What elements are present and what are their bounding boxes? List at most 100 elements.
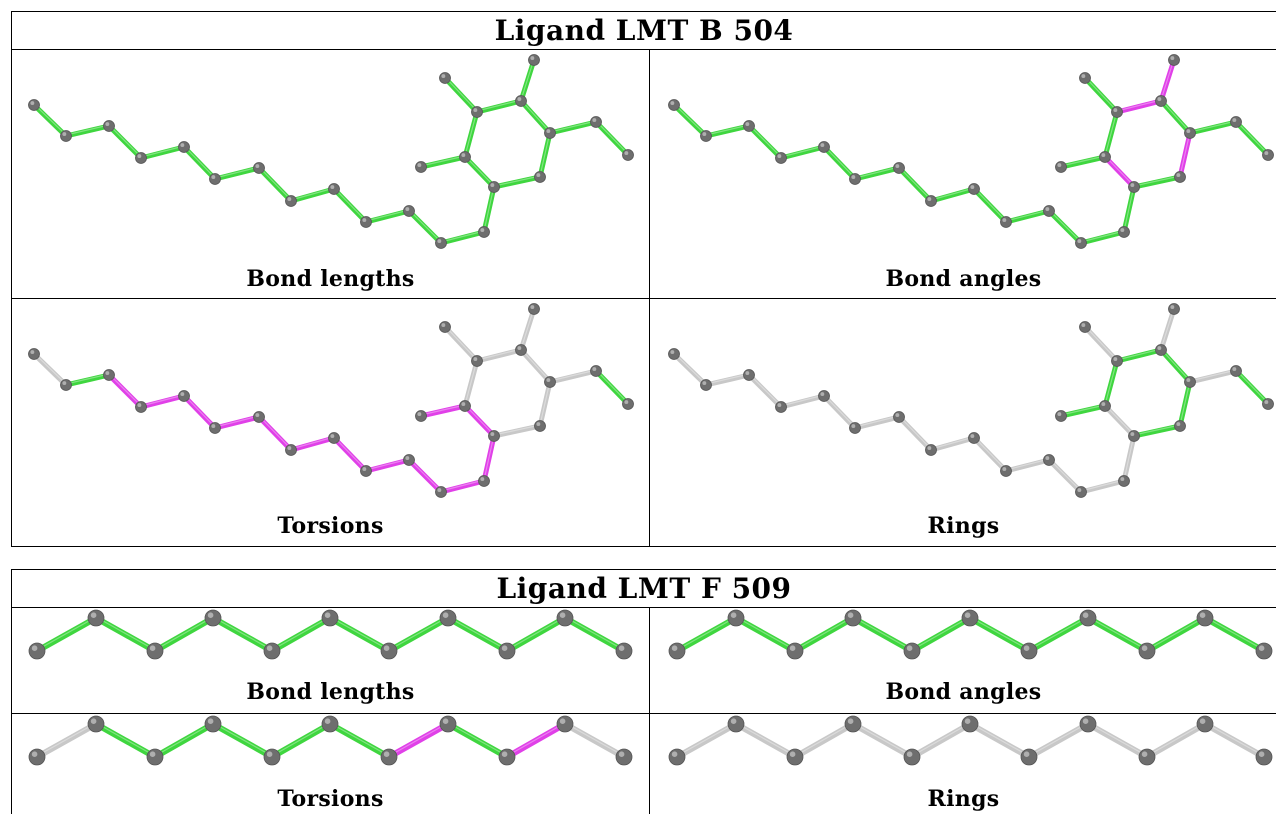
bond-highlight (794, 722, 854, 757)
bond-not-applicable (491, 423, 543, 439)
atom-highlight (383, 751, 390, 757)
atom (925, 444, 937, 456)
atom-highlight (405, 207, 410, 211)
panel-caption: Bond angles (885, 266, 1042, 292)
atom-highlight (702, 381, 707, 385)
atom-highlight (1081, 74, 1086, 78)
bond-ok (1131, 174, 1183, 190)
bond-ok (1233, 119, 1271, 158)
bond-highlight (780, 145, 825, 158)
panel-rings: Rings (650, 299, 1276, 547)
bond-ok (593, 368, 631, 407)
bond-highlight (735, 616, 796, 651)
bond-highlight (214, 415, 260, 428)
bond-highlight (1005, 209, 1050, 222)
bond-highlight (388, 616, 449, 651)
atom-highlight (1199, 612, 1206, 618)
atom-highlight (1258, 751, 1265, 757)
atom (321, 715, 339, 733)
atom (1184, 376, 1196, 388)
bond-not-applicable (518, 306, 537, 353)
bond-not-applicable (674, 721, 739, 760)
bond-highlight (705, 373, 750, 385)
atom-highlight (1258, 645, 1265, 651)
bond-highlight (506, 616, 566, 651)
atom (1230, 116, 1242, 128)
bond-not-applicable (1202, 721, 1267, 760)
bond-outlier (1102, 154, 1137, 190)
atom-highlight (255, 413, 260, 417)
bond-highlight (676, 616, 737, 651)
atom (498, 642, 516, 660)
molecule-diagram (28, 54, 634, 249)
bond-highlight (408, 458, 442, 492)
bond-highlight (444, 76, 478, 112)
bond-ok (445, 615, 510, 654)
bond-not-applicable (547, 368, 599, 385)
atom (439, 609, 457, 627)
bond-highlight (36, 616, 97, 651)
atom (1111, 106, 1123, 118)
bond-highlight (852, 722, 913, 757)
atom (435, 486, 447, 498)
bond-ok (1158, 347, 1193, 385)
atom-highlight (437, 239, 442, 243)
atom-highlight (1113, 108, 1118, 112)
bond-highlight (1028, 722, 1089, 757)
atom (534, 171, 546, 183)
atom-highlight (490, 183, 495, 187)
atom-highlight (671, 645, 678, 651)
atom-highlight (501, 645, 508, 651)
atom (1111, 355, 1123, 367)
atom (700, 130, 712, 142)
bond-highlight (140, 145, 185, 158)
atom-highlight (517, 97, 522, 101)
atom (1255, 748, 1273, 766)
atom (204, 715, 222, 733)
atom (478, 475, 490, 487)
bond-not-applicable (671, 351, 709, 388)
bond-not-applicable (1078, 478, 1127, 495)
atom (528, 303, 540, 315)
atom (471, 355, 483, 367)
atom (615, 748, 633, 766)
atom (727, 715, 745, 733)
bond-highlight (973, 436, 1007, 471)
atom (28, 748, 46, 766)
atom-highlight (324, 718, 331, 724)
bond-highlight (1160, 348, 1191, 382)
bond-highlight (65, 124, 110, 136)
atom-highlight (137, 403, 142, 407)
atom (321, 609, 339, 627)
atom (1128, 430, 1140, 442)
bond-not-applicable (31, 351, 69, 388)
bond-ok (288, 186, 337, 204)
atom-highlight (777, 403, 782, 407)
atom (1128, 181, 1140, 193)
bond-highlight (214, 166, 260, 179)
atom-highlight (1176, 173, 1181, 177)
panel-caption: Torsions (277, 513, 384, 539)
bond-ok (445, 721, 510, 760)
bond-highlight (1028, 616, 1089, 651)
bond-ok (269, 721, 333, 760)
bond-ok (1233, 368, 1271, 407)
atom (786, 748, 804, 766)
bond-ok (1058, 154, 1108, 170)
bond-highlight (854, 166, 900, 179)
atom (403, 454, 415, 466)
molecule-diagram (668, 609, 1273, 660)
bond-not-applicable (792, 721, 856, 760)
atom-highlight (30, 350, 35, 354)
atom-highlight (1002, 218, 1007, 222)
bond-highlight (95, 722, 156, 757)
molecule-diagram (28, 715, 633, 766)
bond-outlier (288, 435, 337, 453)
atom (28, 99, 40, 111)
atom (925, 195, 937, 207)
atom-highlight (1232, 118, 1237, 122)
atom-highlight (405, 456, 410, 460)
bond-ok (1078, 229, 1127, 246)
atom (1079, 715, 1097, 733)
atom (556, 715, 574, 733)
